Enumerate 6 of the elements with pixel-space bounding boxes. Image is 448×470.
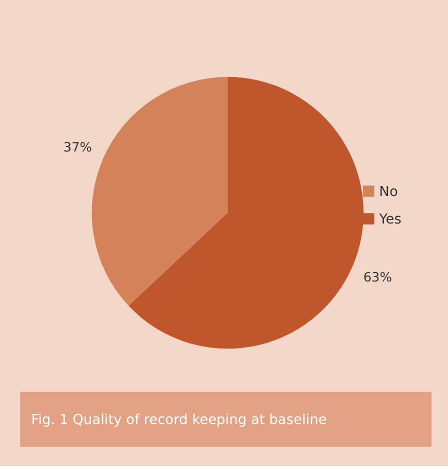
pie-slice	[92, 76, 228, 306]
data-label: 37%	[63, 140, 92, 156]
caption: Fig. 1 Quality of record keeping at baseline	[31, 412, 327, 428]
legend-label: No	[379, 184, 398, 200]
data-label: 63%	[363, 270, 392, 286]
legend-label: Yes	[378, 211, 402, 228]
